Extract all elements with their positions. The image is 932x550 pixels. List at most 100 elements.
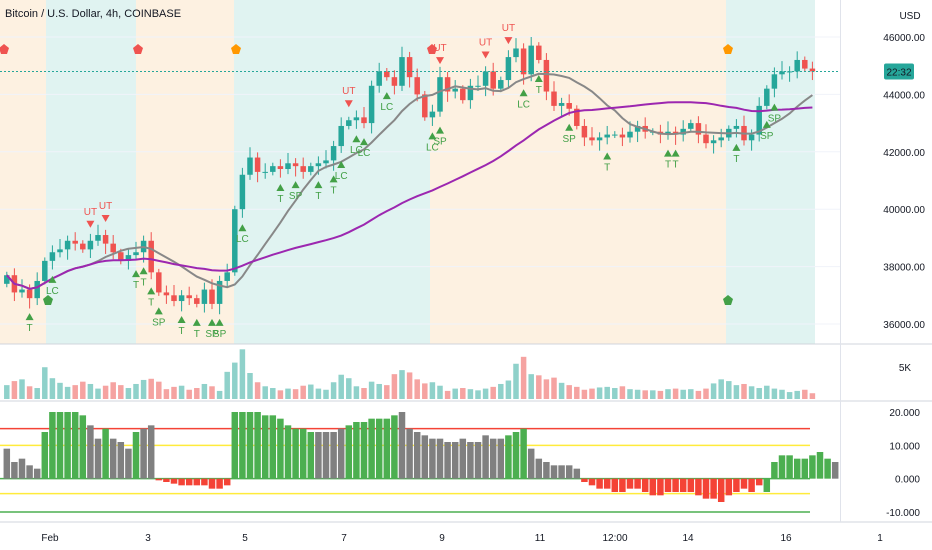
oscillator-bar [619, 478, 626, 492]
oscillator-bar [763, 478, 771, 492]
candle-body [171, 295, 177, 302]
oscillator-bar [664, 478, 672, 492]
oscillator-bar [117, 442, 125, 479]
oscillator-bar [436, 438, 444, 479]
oscillator-bar [451, 442, 459, 479]
up-signal-label: T [148, 297, 154, 308]
oscillator-bar [710, 478, 717, 499]
volume-bar [19, 379, 25, 399]
oscillator-bar [755, 478, 763, 486]
up-signal-label: SP [760, 131, 774, 142]
oscillator-bar [337, 428, 345, 479]
candle-body [232, 209, 238, 273]
up-signal-label: T [536, 85, 542, 96]
candle-body [581, 125, 588, 138]
oscillator-bar [163, 478, 170, 482]
candle-body [346, 120, 352, 126]
volume-bar [467, 389, 474, 399]
up-signal-marker [238, 224, 247, 232]
volume-bar [72, 385, 78, 399]
oscillator-bar [497, 438, 505, 479]
volume-bar [156, 381, 162, 399]
candle-body [733, 125, 740, 129]
volume-bar [49, 378, 56, 399]
oscillator-bar [771, 462, 778, 479]
candle-body [596, 137, 603, 141]
candle-body [718, 137, 724, 141]
candle-body [779, 71, 785, 75]
oscillator-bar [406, 428, 413, 479]
volume-bar [308, 384, 314, 399]
volume-bar [482, 388, 489, 399]
volume-bar [247, 373, 253, 399]
candle-body [125, 255, 132, 261]
time-tick-label: 7 [341, 533, 347, 544]
candle-body [688, 123, 694, 129]
volume-bar [323, 389, 329, 399]
regime-marker [723, 295, 733, 305]
candle-body [239, 174, 246, 210]
oscillator-bar [398, 412, 406, 479]
oscillator-bar [64, 412, 71, 479]
oscillator-bar [626, 478, 634, 489]
volume-bar [475, 390, 481, 399]
volume-bar [429, 382, 436, 399]
volume-bar [178, 385, 185, 399]
candle-body [163, 292, 170, 296]
oscillator-bar [71, 412, 79, 479]
volume-bar [384, 385, 390, 399]
up-signal-marker [276, 184, 285, 192]
oscillator-bar [18, 458, 26, 479]
oscillator-tick-label: 20.000 [889, 408, 920, 419]
candle-body [498, 80, 504, 89]
candle-body [277, 166, 284, 170]
oscillator-bar [641, 478, 649, 492]
oscillator-bar [201, 478, 208, 486]
candle-body [95, 235, 101, 241]
up-signal-label: SP [289, 191, 303, 202]
down-signal-label: UT [433, 43, 446, 54]
oscillator-bar [611, 478, 619, 492]
price-tick-label: 44000.00 [883, 90, 925, 101]
volume-bar [589, 388, 595, 399]
candle-body [102, 235, 109, 244]
up-signal-label: LC [358, 148, 371, 159]
candle-body [72, 240, 78, 244]
up-signal-marker [25, 313, 34, 321]
oscillator-bar [748, 478, 755, 492]
candle-body [42, 260, 48, 281]
oscillator-bar [79, 415, 87, 479]
volume-bar [34, 388, 40, 399]
oscillator-bar [603, 478, 611, 489]
volume-bar [300, 385, 306, 399]
regime-marker [723, 44, 733, 54]
candle-body [748, 134, 755, 141]
volume-bar [498, 383, 504, 399]
oscillator-bar [733, 478, 740, 492]
price-tick-label: 42000.00 [883, 148, 925, 159]
last-price-badge [884, 63, 914, 80]
oscillator-bar [778, 455, 786, 479]
oscillator-bar [634, 478, 641, 489]
candle-body [57, 249, 63, 253]
oscillator-bar [125, 448, 132, 479]
up-signal-marker [565, 123, 574, 131]
candle-body [87, 240, 94, 250]
volume-bar [786, 392, 793, 399]
down-signal-marker [86, 220, 95, 228]
oscillator-bar [254, 412, 261, 479]
candle-body [156, 272, 162, 293]
time-tick-label: 12:00 [602, 533, 627, 544]
volume-bar [216, 390, 223, 399]
price-tick-label: 36000.00 [883, 320, 925, 331]
oscillator-bar [26, 465, 33, 479]
up-signal-label: T [733, 154, 739, 165]
candle-body [34, 280, 40, 299]
up-signal-label: LC [426, 142, 439, 153]
oscillator-bar [49, 412, 56, 479]
candle-body [285, 163, 291, 170]
volume-bar [444, 390, 451, 399]
volume-bar [619, 386, 626, 399]
candle-body [254, 157, 261, 172]
